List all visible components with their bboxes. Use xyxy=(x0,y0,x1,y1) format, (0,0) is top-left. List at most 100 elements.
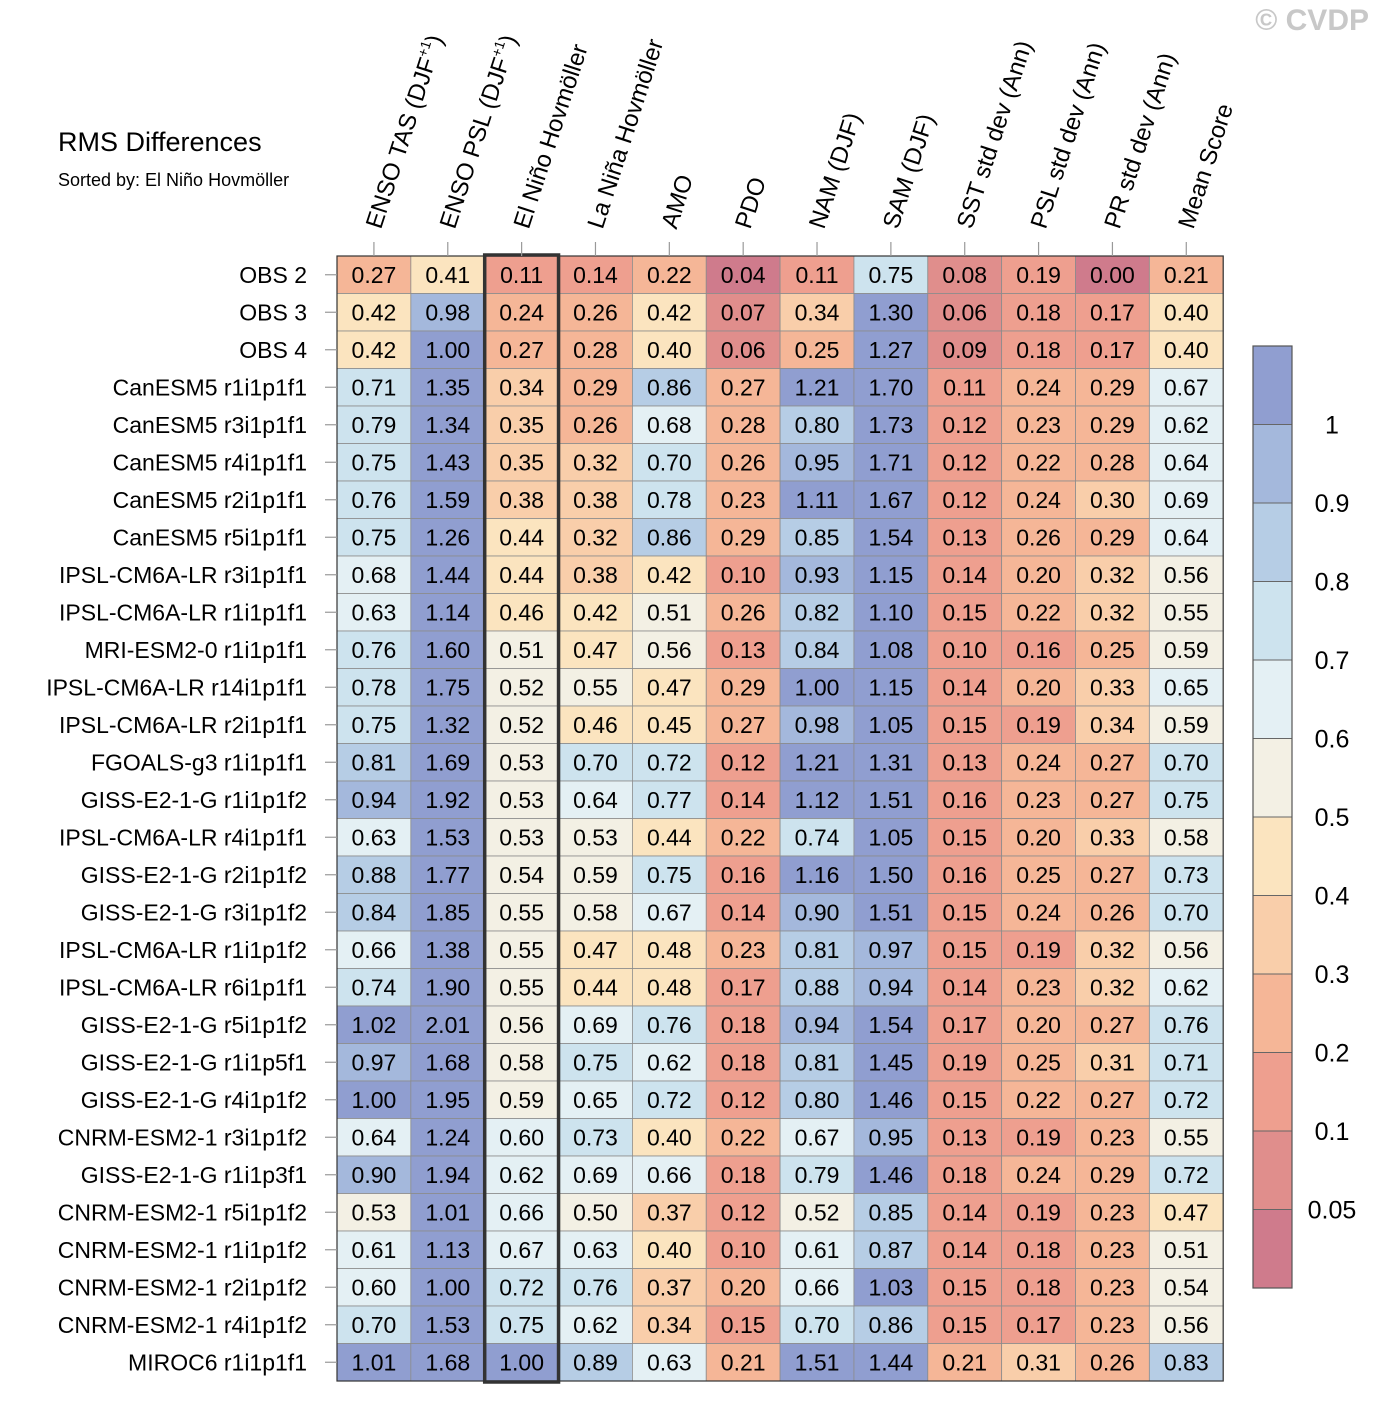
cell-value-label: 0.44 xyxy=(499,524,544,550)
cell-value-label: 0.71 xyxy=(1164,1049,1209,1075)
heatmap-cell xyxy=(484,1043,559,1082)
cell-value-label: 0.37 xyxy=(647,1274,692,1300)
cell-value-label: 1.94 xyxy=(425,1162,470,1188)
cell-value-label: 0.37 xyxy=(647,1199,692,1225)
row-label: IPSL-CM6A-LR r1i1p1f1 xyxy=(59,599,307,625)
heatmap-cell xyxy=(632,855,707,894)
cell-value-label: 0.77 xyxy=(647,787,692,813)
heatmap-cell xyxy=(1148,855,1224,894)
cell-value-label: 0.18 xyxy=(1016,1274,1061,1300)
heatmap-cell xyxy=(705,743,781,782)
heatmap-cell xyxy=(336,405,412,444)
column-label: PSL std dev (Ann) xyxy=(1026,39,1112,232)
heatmap-cell xyxy=(336,743,412,782)
heatmap-cell xyxy=(927,1043,1003,1082)
heatmap-cell xyxy=(1001,855,1076,894)
heatmap-cell xyxy=(558,630,633,669)
heatmap-cell xyxy=(1075,1080,1150,1119)
heatmap-cell xyxy=(1001,1268,1076,1307)
cell-value-label: 0.69 xyxy=(573,1012,618,1038)
cell-value-label: 1.16 xyxy=(795,862,840,888)
cell-value-label: 1.00 xyxy=(499,1349,544,1375)
cell-value-label: 0.94 xyxy=(352,787,397,813)
cell-value-label: 0.93 xyxy=(795,562,840,588)
cell-value-label: 1.70 xyxy=(868,374,913,400)
heatmap-cell xyxy=(853,743,929,782)
cell-value-label: 0.35 xyxy=(499,449,544,475)
row-label: CNRM-ESM2-1 r5i1p1f2 xyxy=(58,1199,307,1225)
heatmap-cell xyxy=(632,780,707,819)
heatmap-cell xyxy=(410,593,486,632)
cell-value-label: 0.59 xyxy=(573,862,618,888)
column-label: La Niña Hovmöller xyxy=(583,36,670,232)
column-label: El Niño Hovmöller xyxy=(509,41,594,232)
cell-value-label: 0.51 xyxy=(647,599,692,625)
cell-value-label: 1.43 xyxy=(425,449,470,475)
cell-value-label: 0.20 xyxy=(1016,1012,1061,1038)
heatmap-cell xyxy=(1148,593,1224,632)
heatmap-cell xyxy=(1148,1268,1224,1307)
heatmap-cell xyxy=(632,480,707,519)
cell-value-label: 0.74 xyxy=(352,974,397,1000)
cell-value-label: 0.32 xyxy=(573,449,618,475)
cell-value-label: 0.34 xyxy=(499,374,544,400)
heatmap-cell xyxy=(853,1230,929,1269)
row-label: IPSL-CM6A-LR r6i1p1f1 xyxy=(59,974,307,1000)
cell-value-label: 0.63 xyxy=(352,599,397,625)
heatmap-cell xyxy=(779,743,855,782)
cell-value-label: 0.73 xyxy=(1164,862,1209,888)
cell-value-label: 0.29 xyxy=(1090,524,1135,550)
cell-value-label: 0.44 xyxy=(573,974,618,1000)
heatmap-cell xyxy=(410,1080,486,1119)
column-label: SST std dev (Ann) xyxy=(952,37,1038,231)
cell-value-label: 1.77 xyxy=(425,862,470,888)
cell-value-label: 0.31 xyxy=(1090,1049,1135,1075)
cell-value-label: 1.53 xyxy=(425,824,470,850)
cell-value-label: 0.76 xyxy=(647,1012,692,1038)
cell-value-label: 0.38 xyxy=(499,487,544,513)
heatmap-cell xyxy=(705,1193,781,1232)
cell-value-label: 1.05 xyxy=(868,712,913,738)
cell-value-label: 1.35 xyxy=(425,374,470,400)
cell-value-label: 0.60 xyxy=(499,1124,544,1150)
heatmap-cell xyxy=(1148,743,1224,782)
heatmap-cell xyxy=(484,1230,559,1269)
heatmap-cell xyxy=(1148,330,1224,369)
cell-value-label: 0.55 xyxy=(573,674,618,700)
cell-value-label: 0.70 xyxy=(573,749,618,775)
cell-value-label: 0.25 xyxy=(1016,862,1061,888)
heatmap-cell xyxy=(484,1155,559,1194)
heatmap-cell xyxy=(632,593,707,632)
heatmap-cell xyxy=(336,1080,412,1119)
colorbar-frame xyxy=(1252,345,1293,1289)
heatmap-cell xyxy=(1075,1268,1150,1307)
heatmap-cell xyxy=(632,1230,707,1269)
heatmap-cell xyxy=(927,1118,1003,1157)
heatmap-cell xyxy=(484,818,559,857)
cell-value-label: 0.76 xyxy=(352,637,397,663)
cell-value-label: 0.26 xyxy=(1090,899,1135,925)
cell-value-label: 0.82 xyxy=(795,599,840,625)
cell-value-label: 0.32 xyxy=(1090,974,1135,1000)
colorbar-tick-label: 0.8 xyxy=(1315,569,1350,597)
heatmap-cell xyxy=(410,855,486,894)
cell-value-label: 0.11 xyxy=(943,374,986,400)
cell-value-label: 0.28 xyxy=(721,412,766,438)
heatmap-cell xyxy=(705,405,781,444)
cell-value-label: 0.34 xyxy=(1090,712,1135,738)
heatmap-cell xyxy=(853,293,929,332)
heatmap-cell xyxy=(927,1343,1003,1382)
heatmap-cell xyxy=(853,1080,929,1119)
cell-value-label: 1.69 xyxy=(425,749,470,775)
heatmap-cell xyxy=(558,743,633,782)
heatmap-cell xyxy=(853,405,929,444)
colorbar-tick-label: 1 xyxy=(1325,412,1339,440)
cell-value-label: 0.14 xyxy=(942,1237,987,1263)
cell-value-label: 0.78 xyxy=(352,674,397,700)
cell-value-label: 0.20 xyxy=(1016,824,1061,850)
heatmap-cell xyxy=(1075,480,1150,519)
cell-value-label: 0.56 xyxy=(1164,937,1209,963)
cell-value-label: 0.64 xyxy=(573,787,618,813)
cell-value-label: 0.75 xyxy=(573,1049,618,1075)
cell-value-label: 1.34 xyxy=(425,412,470,438)
